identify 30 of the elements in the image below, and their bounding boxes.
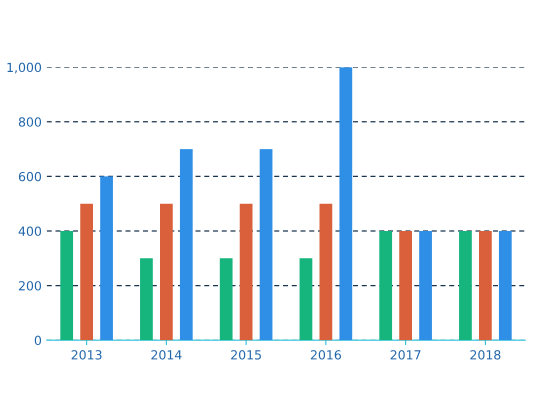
y-tick-label: 400 [18,226,42,236]
y-tick-label: 600 [18,172,42,182]
x-tick-label: 2018 [470,350,500,360]
bar [319,204,332,340]
y-tick-label: 0 [34,336,42,346]
bar [459,231,472,340]
bar [240,204,253,340]
bar [60,231,74,340]
bar [498,231,512,340]
bar [339,67,352,340]
bar [100,176,113,340]
bar [478,231,492,340]
x-tick-label: 2014 [151,350,182,360]
x-tick-label: 2017 [390,350,420,360]
y-tick-label: 1,000 [7,62,42,74]
x-tick-label: 2015 [231,350,261,360]
bar [160,204,173,340]
bar [399,231,412,340]
x-tick-label: 2016 [310,350,341,360]
bar [140,258,153,340]
bar [220,258,233,340]
bar [419,231,432,340]
bar [180,149,193,340]
x-tick-label: 2013 [72,350,102,360]
bar [300,258,312,340]
bar [260,149,272,340]
y-tick-label: 200 [18,281,42,291]
bar [379,231,392,340]
y-tick-label: 800 [18,117,42,127]
bar [80,204,94,340]
